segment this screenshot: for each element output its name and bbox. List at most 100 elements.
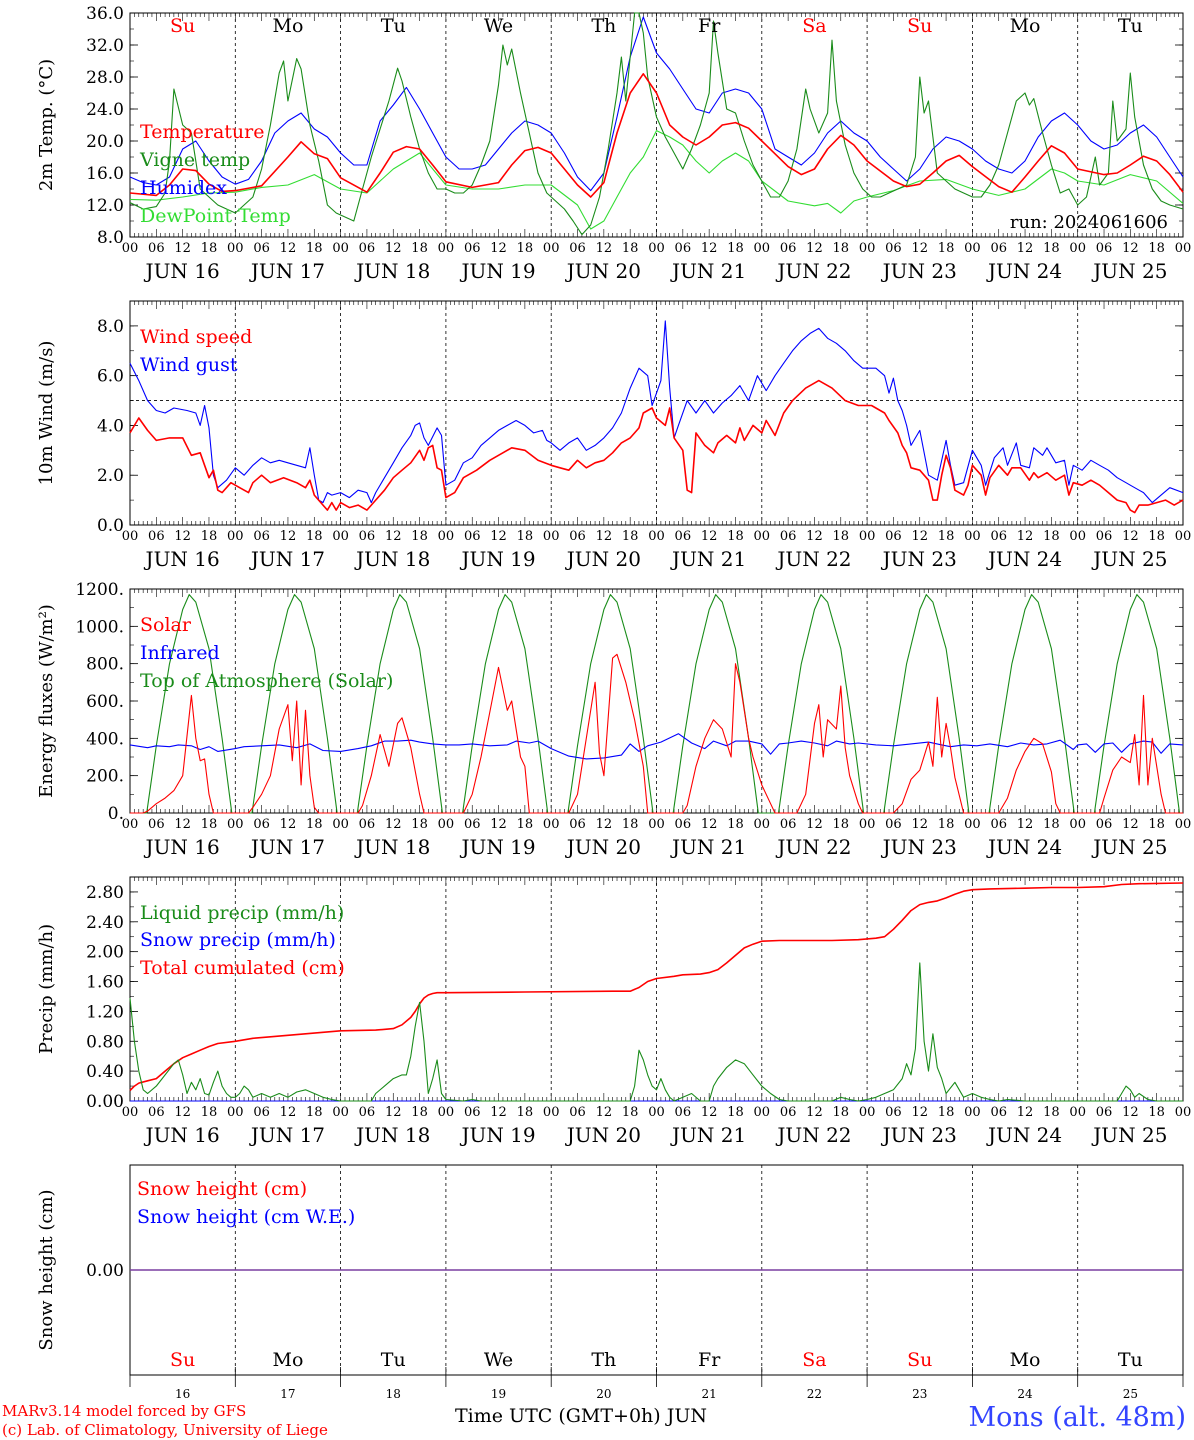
- hour-tick-label: 18: [622, 1105, 639, 1120]
- y-tick-label: 600.: [86, 692, 124, 712]
- day-label-bottom: Fr: [698, 1349, 721, 1371]
- hour-tick-label: 06: [990, 1105, 1007, 1120]
- day-number-label: 22: [807, 1387, 822, 1401]
- hour-tick-label: 00: [332, 241, 349, 256]
- date-label: JUN 25: [1091, 835, 1167, 859]
- model-credit: MARv3.14 model forced by GFS: [2, 1402, 247, 1420]
- run-label: run: 2024061606: [1010, 212, 1168, 233]
- hour-tick-label: 00: [859, 817, 876, 832]
- date-label: JUN 23: [881, 547, 957, 571]
- hour-tick-label: 06: [464, 529, 481, 544]
- legend-entry: Temperature: [140, 121, 264, 143]
- hour-tick-label: 18: [517, 529, 534, 544]
- hour-tick-label: 18: [201, 529, 218, 544]
- y-tick-label: 0.00: [86, 1261, 124, 1281]
- date-label: JUN 17: [249, 259, 325, 283]
- hour-tick-label: 18: [201, 817, 218, 832]
- hour-tick-label: 06: [885, 529, 902, 544]
- hour-tick-label: 06: [253, 1105, 270, 1120]
- hour-tick-label: 06: [1096, 1105, 1113, 1120]
- day-label-bottom: Mo: [272, 1349, 303, 1371]
- series-line-solar: [130, 653, 1183, 814]
- hour-tick-label: 00: [438, 529, 455, 544]
- hour-tick-label: 18: [411, 817, 428, 832]
- y-tick-label: 0.40: [86, 1062, 124, 1082]
- hour-tick-label: 18: [1148, 241, 1165, 256]
- hour-tick-label: 18: [1148, 1105, 1165, 1120]
- day-label-bottom: Su: [907, 1349, 932, 1371]
- date-label: JUN 24: [986, 835, 1062, 859]
- hour-tick-label: 18: [306, 817, 323, 832]
- hour-tick-label: 12: [174, 241, 191, 256]
- hour-tick-label: 00: [122, 1105, 139, 1120]
- hour-tick-label: 18: [833, 817, 850, 832]
- hour-tick-label: 00: [964, 817, 981, 832]
- hour-tick-label: 00: [438, 1105, 455, 1120]
- hour-tick-label: 12: [174, 529, 191, 544]
- hour-tick-label: 18: [938, 241, 955, 256]
- y-axis-title: Snow height (cm): [36, 1189, 57, 1350]
- hour-tick-label: 12: [1122, 241, 1139, 256]
- y-tick-label: 12.0: [86, 196, 124, 216]
- series-line-vigne-temp: [129, 12, 1184, 236]
- hour-tick-label: 12: [1017, 241, 1034, 256]
- y-tick-label: 0.: [108, 804, 124, 824]
- y-tick-label: 400.: [86, 729, 124, 749]
- day-label-bottom: Tu: [381, 1349, 406, 1371]
- hour-tick-label: 06: [253, 817, 270, 832]
- hour-tick-label: 18: [938, 817, 955, 832]
- hour-tick-label: 12: [280, 529, 297, 544]
- hour-tick-label: 18: [1043, 529, 1060, 544]
- hour-tick-label: 18: [833, 241, 850, 256]
- date-label: JUN 22: [775, 547, 851, 571]
- hour-tick-label: 00: [1175, 529, 1192, 544]
- hour-tick-label: 18: [517, 241, 534, 256]
- hour-tick-label: 00: [438, 241, 455, 256]
- hour-tick-label: 00: [754, 241, 771, 256]
- y-tick-label: 200.: [86, 767, 124, 787]
- date-label: JUN 17: [249, 835, 325, 859]
- hour-tick-label: 12: [911, 817, 928, 832]
- series-line-total-cumulated-cm: [129, 882, 1184, 1092]
- day-number-label: 20: [596, 1387, 611, 1401]
- hour-tick-label: 18: [833, 529, 850, 544]
- hour-tick-label: 18: [411, 529, 428, 544]
- legend-entry: Total cumulated (cm): [140, 957, 345, 979]
- hour-tick-label: 06: [148, 529, 165, 544]
- day-label-top: We: [484, 15, 513, 37]
- panel-frame: [129, 12, 1184, 238]
- hour-tick-label: 06: [675, 817, 692, 832]
- date-label: JUN 23: [881, 1123, 957, 1147]
- hour-tick-label: 12: [596, 817, 613, 832]
- y-tick-label: 1.60: [86, 973, 124, 993]
- hour-tick-label: 06: [359, 529, 376, 544]
- y-tick-label: 800.: [86, 655, 124, 675]
- hour-tick-label: 18: [938, 1105, 955, 1120]
- date-label: JUN 25: [1091, 1123, 1167, 1147]
- hour-tick-label: 12: [490, 241, 507, 256]
- y-axis-title: Precip (mm/h): [36, 924, 57, 1054]
- hour-tick-label: 06: [1096, 817, 1113, 832]
- hour-tick-label: 18: [306, 1105, 323, 1120]
- y-axis-title: Energy fluxes (W/m²): [36, 604, 57, 798]
- hour-tick-label: 12: [1017, 1105, 1034, 1120]
- date-label: JUN 16: [144, 1123, 220, 1147]
- hour-tick-label: 18: [727, 529, 744, 544]
- hour-tick-label: 00: [859, 241, 876, 256]
- hour-tick-label: 06: [359, 241, 376, 256]
- date-label: JUN 23: [881, 835, 957, 859]
- date-label: JUN 24: [986, 1123, 1062, 1147]
- hour-tick-label: 00: [227, 241, 244, 256]
- hour-tick-label: 18: [306, 529, 323, 544]
- series-line-liquid-precip-mm-h: [129, 962, 1183, 1102]
- hour-tick-label: 00: [332, 529, 349, 544]
- hour-tick-label: 00: [859, 1105, 876, 1120]
- legend-entry: Snow height (cm W.E.): [137, 1206, 355, 1228]
- date-label: JUN 24: [986, 259, 1062, 283]
- legend-entry: Wind gust: [140, 354, 238, 376]
- series-line-wind-speed: [129, 379, 1184, 514]
- hour-tick-label: 00: [754, 817, 771, 832]
- date-label: JUN 17: [249, 547, 325, 571]
- y-tick-label: 6.0: [97, 367, 124, 387]
- legend-entry: Vigne temp: [139, 149, 250, 171]
